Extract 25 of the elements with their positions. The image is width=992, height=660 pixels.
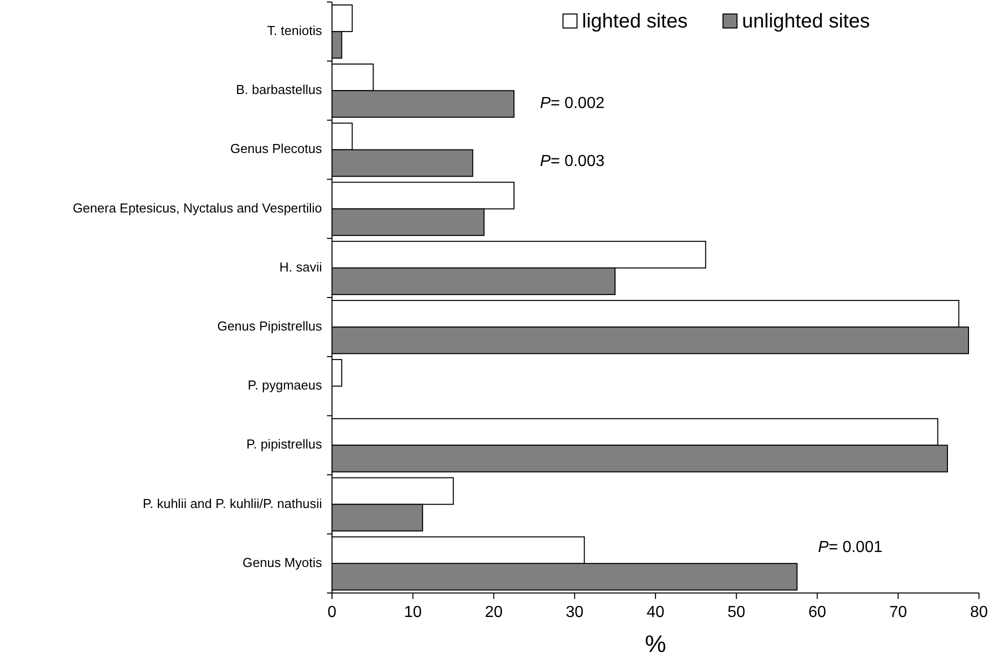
x-tick-label: 60 <box>808 604 826 621</box>
x-tick-label: 40 <box>646 604 664 621</box>
y-tick-label: H. savii <box>279 259 322 274</box>
y-tick-label: Genus Plecotus <box>230 141 322 156</box>
x-tick-label: 50 <box>727 604 746 621</box>
x-tick-label: 20 <box>484 604 503 621</box>
y-tick-label: P. pygmaeus <box>248 378 322 393</box>
x-tick-label: 80 <box>970 604 988 621</box>
x-tick-label: 70 <box>889 604 908 621</box>
x-tick-label: 10 <box>404 604 422 621</box>
legend-label: lighted sites <box>582 10 688 32</box>
y-tick-label: B. barbastellus <box>236 82 322 98</box>
y-tick-label: P. kuhlii and P. kuhlii/P. nathusii <box>142 496 322 511</box>
legend-label: unlighted sites <box>742 10 870 32</box>
annotation: P= 0.003 <box>540 153 605 170</box>
x-tick-label: 0 <box>328 604 337 621</box>
x-tick-label: 30 <box>566 604 584 621</box>
x-axis-title: % <box>644 631 666 658</box>
y-tick-label: Genus Myotis <box>242 554 322 570</box>
y-tick-label: P. pipistrellus <box>246 436 322 452</box>
annotation: P= 0.001 <box>818 539 883 556</box>
y-tick-label: Genera Eptesicus, Nyctalus and Vespertilio <box>72 200 322 216</box>
y-tick-label: T. teniotis <box>267 22 322 38</box>
y-tick-label: Genus Pipistrellus <box>217 318 322 334</box>
annotation: P= 0.002 <box>540 95 605 112</box>
